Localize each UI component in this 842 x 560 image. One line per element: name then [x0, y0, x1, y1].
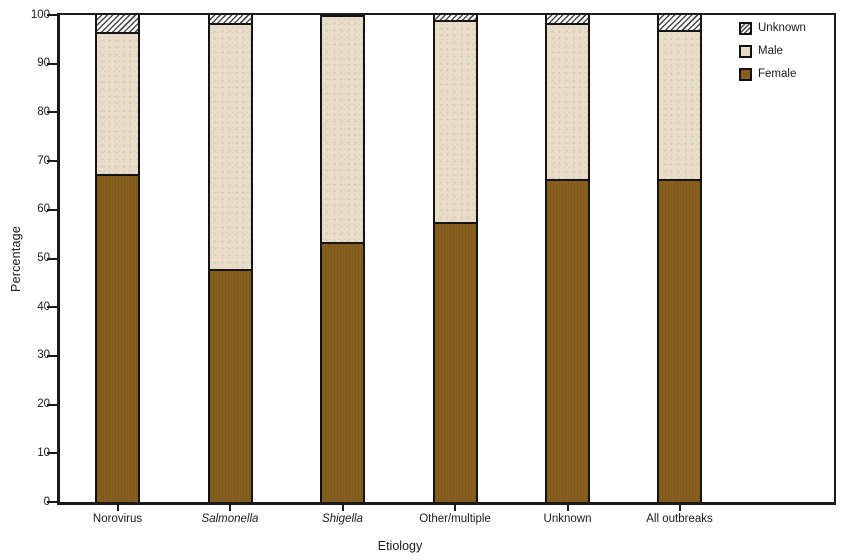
- legend-swatch-female-icon: [739, 67, 752, 81]
- segment-male: [545, 24, 590, 181]
- y-tick-mark: [47, 354, 57, 357]
- segment-female: [432, 224, 478, 502]
- x-tick-mark: [566, 505, 569, 511]
- y-tick-label: 20: [37, 398, 50, 411]
- legend-entry-unknown: Unknown: [739, 21, 806, 35]
- segment-female: [320, 243, 365, 502]
- bar-other-multiple: [432, 15, 478, 502]
- legend-swatch-male-icon: [739, 44, 752, 58]
- x-tick-label-all-outbreaks: All outbreaks: [646, 513, 713, 525]
- x-tick-mark: [229, 505, 231, 511]
- y-tick-label: 90: [37, 57, 50, 70]
- segment-unknown: [545, 15, 590, 25]
- y-tick-label: 60: [37, 203, 50, 216]
- x-axis-title: Etiology: [377, 539, 423, 553]
- segment-unknown: [432, 15, 478, 23]
- legend-entry-male: Male: [739, 44, 806, 58]
- bar-shigella: [320, 15, 365, 502]
- y-tick-label: 70: [37, 154, 50, 167]
- segment-unknown: [320, 15, 365, 18]
- y-tick-mark: [47, 257, 57, 260]
- segment-female: [95, 175, 140, 502]
- y-tick-mark: [47, 452, 57, 455]
- segment-male: [657, 32, 702, 181]
- bar-norovirus: [95, 15, 140, 502]
- legend-label: Unknown: [758, 21, 806, 34]
- x-tick-mark: [341, 505, 344, 511]
- bar-salmonella: [207, 15, 253, 502]
- x-tick-label-shigella: Shigella: [322, 513, 363, 525]
- segment-unknown: [207, 15, 253, 25]
- legend-label: Male: [758, 44, 783, 57]
- x-tick-mark: [678, 505, 681, 511]
- bar-all-outbreaks: [657, 15, 702, 502]
- segment-female: [657, 180, 702, 502]
- segment-unknown: [95, 15, 140, 35]
- y-tick-mark: [47, 403, 57, 406]
- y-tick-mark: [47, 14, 57, 16]
- bar-unknown: [545, 15, 590, 502]
- legend-entry-female: Female: [739, 67, 806, 81]
- legend: Unknown Male Female: [739, 21, 806, 90]
- segment-female: [545, 180, 590, 502]
- y-tick-label: 10: [37, 446, 50, 459]
- y-tick-mark: [47, 306, 57, 309]
- y-tick-mark: [47, 160, 57, 163]
- y-tick-mark: [47, 62, 57, 65]
- y-tick-mark: [47, 501, 57, 503]
- x-tick-mark: [454, 505, 456, 511]
- legend-label: Female: [758, 67, 797, 80]
- plot-area: [57, 13, 836, 505]
- segment-male: [95, 34, 140, 176]
- segment-male: [432, 22, 478, 225]
- y-tick-label: 30: [37, 349, 50, 362]
- x-tick-label-other-multiple: Other/multiple: [419, 513, 491, 525]
- segment-unknown: [657, 15, 702, 33]
- segment-female: [207, 270, 253, 502]
- x-tick-label-unknown: Unknown: [543, 513, 592, 525]
- y-tick-label: 0: [43, 495, 50, 508]
- legend-swatch-unknown-icon: [739, 21, 752, 35]
- y-tick-label: 50: [37, 252, 50, 264]
- y-tick-label: 80: [37, 105, 50, 118]
- y-tick-label: 40: [37, 300, 50, 313]
- x-tick-label-norovirus: Norovirus: [92, 513, 143, 525]
- segment-male: [320, 17, 365, 244]
- y-tick-mark: [47, 208, 57, 211]
- x-tick-mark: [116, 505, 119, 511]
- y-tick-label: 100: [30, 8, 50, 21]
- x-tick-label-salmonella: Salmonella: [201, 513, 259, 525]
- y-tick-mark: [47, 111, 57, 114]
- segment-male: [207, 24, 253, 271]
